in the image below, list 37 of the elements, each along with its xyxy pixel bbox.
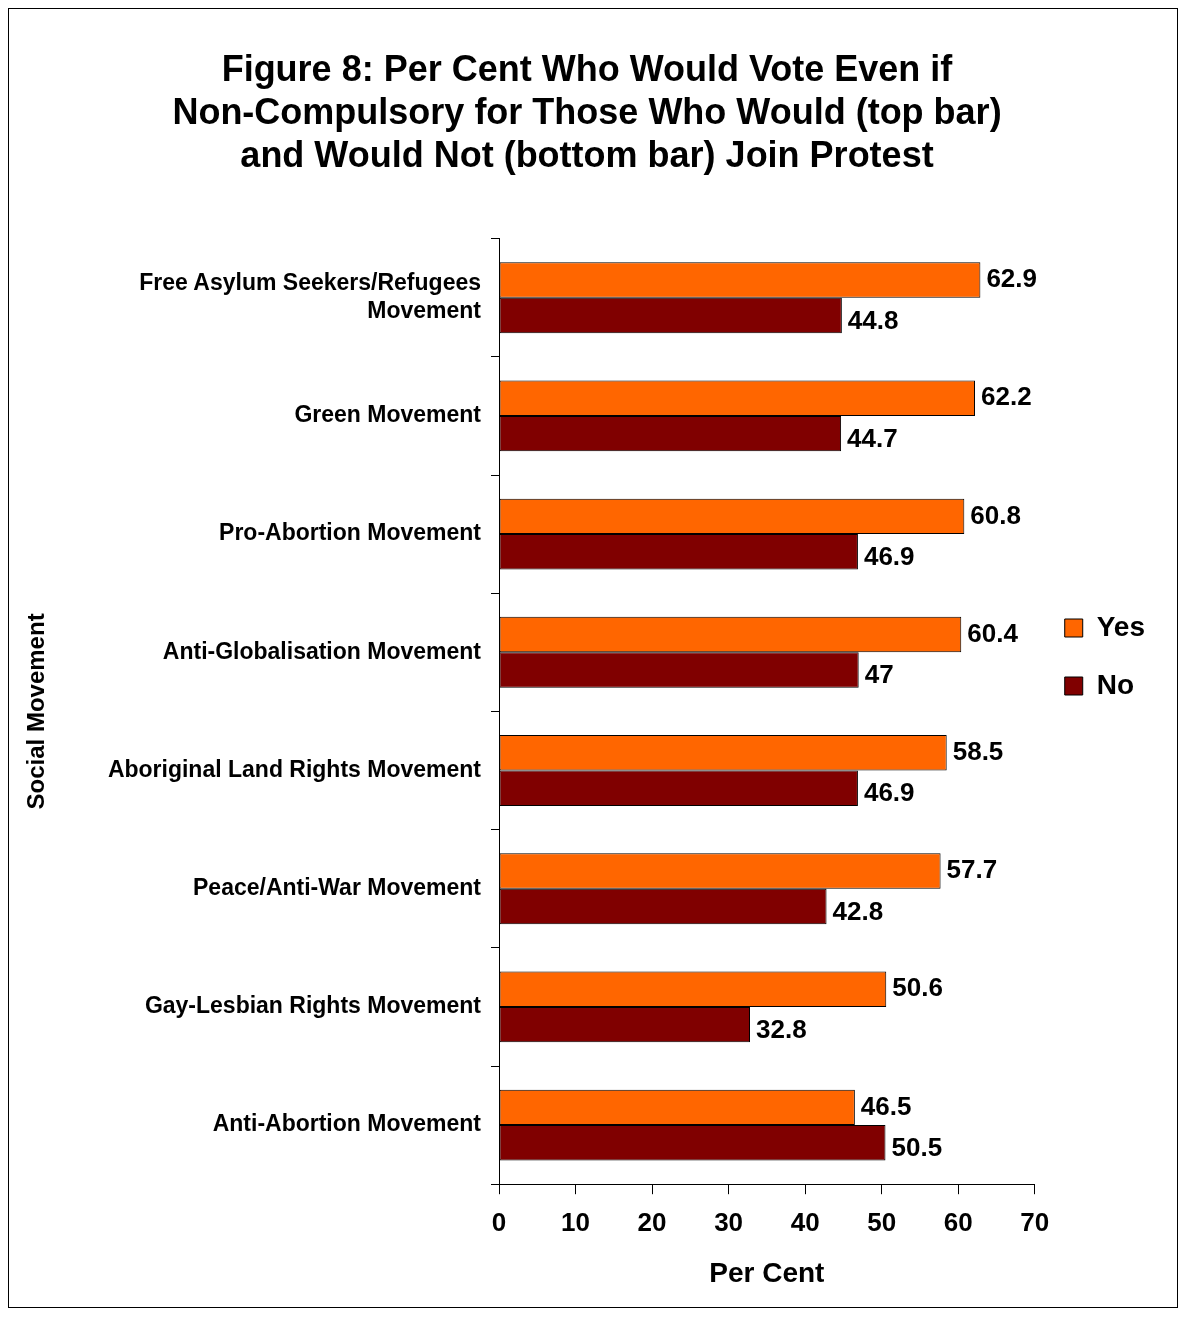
x-tick-label: 20	[637, 1206, 667, 1237]
data-label: 44.7	[847, 422, 898, 453]
data-label: 57.7	[946, 854, 998, 885]
y-tick-label: Green Movement	[294, 401, 482, 428]
data-label: 50.6	[892, 972, 943, 1003]
x-axis-title: Per Cent	[709, 1256, 825, 1288]
x-tick-label: 30	[714, 1206, 744, 1237]
x-tick-label: 50	[867, 1206, 897, 1237]
x-tick-label: 10	[561, 1206, 590, 1237]
y-tick-label: Pro-Abortion Movement	[219, 519, 482, 546]
data-label: 46.5	[860, 1090, 912, 1121]
chart-title: Figure 8: Per Cent Who Would Vote Even if Non-Compulsory for Those Who Would (top bar) and Would Not (bottom bar) Join Protest	[172, 47, 1002, 175]
y-tick-label: Aboriginal Land Rights Movement	[107, 755, 482, 782]
data-label: 58.5	[952, 735, 1004, 766]
x-tick-label: 60	[943, 1206, 973, 1237]
y-tick-label: Peace/Anti-War Movement	[193, 874, 482, 901]
y-tick-label: Anti-Globalisation Movement	[162, 637, 482, 664]
y-tick-label: Anti-Abortion Movement	[212, 1110, 482, 1137]
data-label: 32.8	[756, 1013, 807, 1044]
data-label: 46.9	[863, 777, 915, 808]
x-tick-label: 0	[491, 1206, 507, 1237]
data-label: 60.8	[970, 499, 1021, 530]
data-label: 60.4	[967, 617, 1019, 648]
y-tick-label: Gay-Lesbian Rights Movement	[144, 992, 482, 1019]
legend-label: No	[1096, 668, 1135, 700]
x-tick-label: 40	[790, 1206, 820, 1237]
data-label: 46.9	[863, 541, 915, 571]
legend-label: Yes	[1096, 610, 1146, 642]
data-label: 44.8	[847, 304, 899, 335]
x-tick-label: 70	[1020, 1206, 1050, 1237]
y-tick-label: Free Asylum Seekers/Refugees Movement	[139, 269, 482, 323]
y-axis-title: Social Movement	[22, 613, 50, 810]
data-label: 62.9	[986, 263, 1037, 294]
data-label: 50.5	[891, 1132, 943, 1162]
data-label: 42.8	[832, 895, 884, 926]
data-label: 62.2	[981, 381, 1032, 412]
data-label: 47	[864, 659, 894, 690]
